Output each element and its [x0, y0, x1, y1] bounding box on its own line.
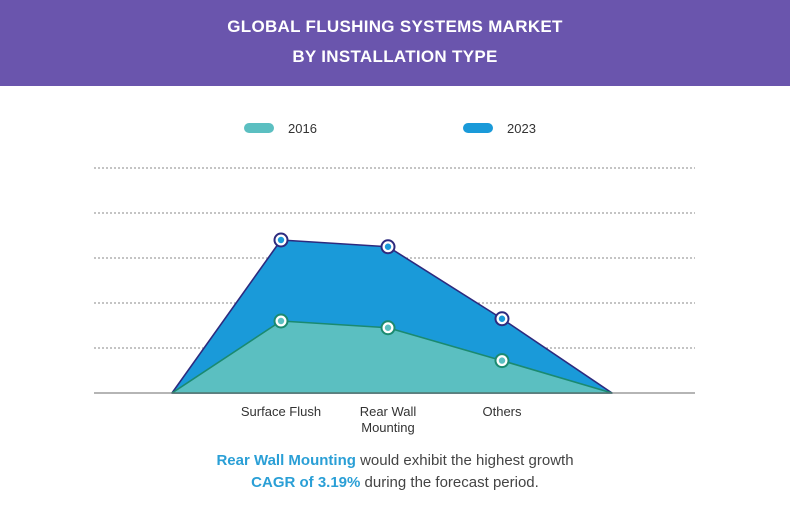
legend-label-2016: 2016: [288, 120, 317, 136]
title-banner: GLOBAL FLUSHING SYSTEMS MARKET BY INSTAL…: [0, 0, 790, 86]
x-tick-label: Mounting: [361, 420, 414, 435]
legend-swatch-2023: [463, 123, 493, 133]
caption-text: during the forecast period.: [360, 474, 539, 491]
legend-item-2023: 2023: [463, 120, 536, 136]
legend-item-2016: 2016: [244, 120, 317, 136]
caption-highlight-segment: Rear Wall Mounting: [216, 452, 356, 469]
caption-line-2: CAGR of 3.19% during the forecast period…: [0, 474, 790, 491]
title-line-2: BY INSTALLATION TYPE: [292, 47, 498, 66]
x-tick-label: Rear Wall: [360, 404, 417, 419]
x-tick-label: Surface Flush: [241, 404, 321, 419]
marker-dot-2016-2: [384, 324, 392, 331]
legend-label-2023: 2023: [507, 120, 536, 136]
marker-dot-2016-1: [277, 317, 285, 325]
marker-dot-2016-3: [498, 357, 506, 364]
caption-text: would exhibit the highest growth: [355, 452, 574, 469]
x-tick-label: Others: [482, 404, 522, 419]
marker-dot-2023-3: [498, 315, 506, 322]
caption-cagr: CAGR of 3.19%: [251, 474, 361, 491]
marker-dot-2023-1: [277, 236, 285, 244]
caption-line-1: Rear Wall Mounting would exhibit the hig…: [0, 452, 790, 469]
title-line-1: GLOBAL FLUSHING SYSTEMS MARKET: [227, 17, 563, 36]
marker-dot-2023-2: [384, 243, 392, 250]
legend-swatch-2016: [244, 123, 274, 133]
